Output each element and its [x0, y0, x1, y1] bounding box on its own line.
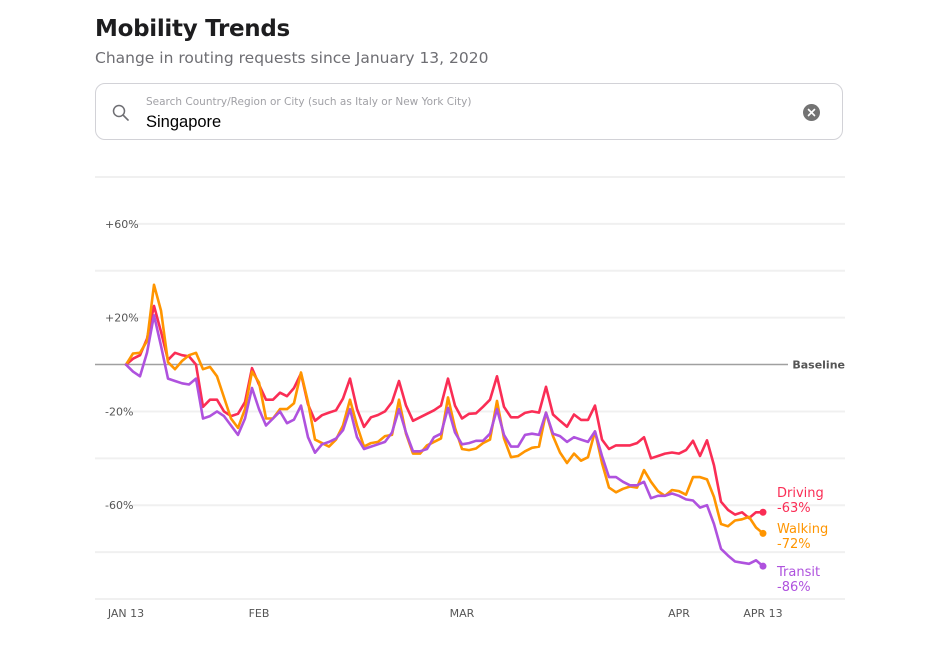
series-value-driving: -63% — [777, 501, 811, 516]
series-value-walking: -72% — [777, 537, 811, 552]
series-label-transit: Transit — [776, 565, 820, 580]
gridlines — [95, 176, 845, 600]
x-tick-label: APR — [668, 607, 690, 620]
y-tick-label: +20% — [105, 312, 139, 325]
search-box[interactable]: Search Country/Region or City (such as I… — [95, 83, 843, 140]
search-input[interactable]: Singapore — [146, 113, 222, 131]
y-axis-ticks: +60% +20% -20% -60% — [105, 218, 139, 512]
baseline-label: Baseline — [792, 359, 845, 372]
x-tick-label: FEB — [249, 607, 270, 620]
series-label-driving: Driving — [777, 486, 824, 501]
x-tick-label: APR 13 — [743, 607, 782, 620]
y-tick-label: -60% — [105, 499, 133, 512]
series-value-transit: -86% — [777, 580, 811, 595]
series-lines — [124, 283, 767, 570]
series-line-transit — [124, 313, 765, 568]
series-label-walking: Walking — [777, 522, 828, 537]
page-title: Mobility Trends — [95, 16, 290, 42]
x-axis-ticks: JAN 13 FEB MAR APR APR 13 — [107, 607, 783, 620]
clear-circle-x-icon — [807, 108, 816, 117]
y-tick-label: +60% — [105, 218, 139, 231]
end-labels: Driving-63% Walking-72% Transit-86% — [776, 486, 828, 595]
series-endpoint-walking — [759, 529, 767, 537]
series-endpoint-transit — [759, 562, 767, 570]
search-icon — [112, 104, 130, 122]
y-tick-label: -20% — [105, 405, 133, 418]
x-tick-label: JAN 13 — [107, 607, 144, 620]
series-line-driving — [124, 304, 765, 520]
search-placeholder: Search Country/Region or City (such as I… — [146, 96, 472, 108]
clear-search-button[interactable] — [803, 104, 820, 121]
x-tick-label: MAR — [450, 607, 475, 620]
series-endpoint-driving — [759, 508, 767, 516]
page-subtitle: Change in routing requests since January… — [95, 49, 489, 67]
